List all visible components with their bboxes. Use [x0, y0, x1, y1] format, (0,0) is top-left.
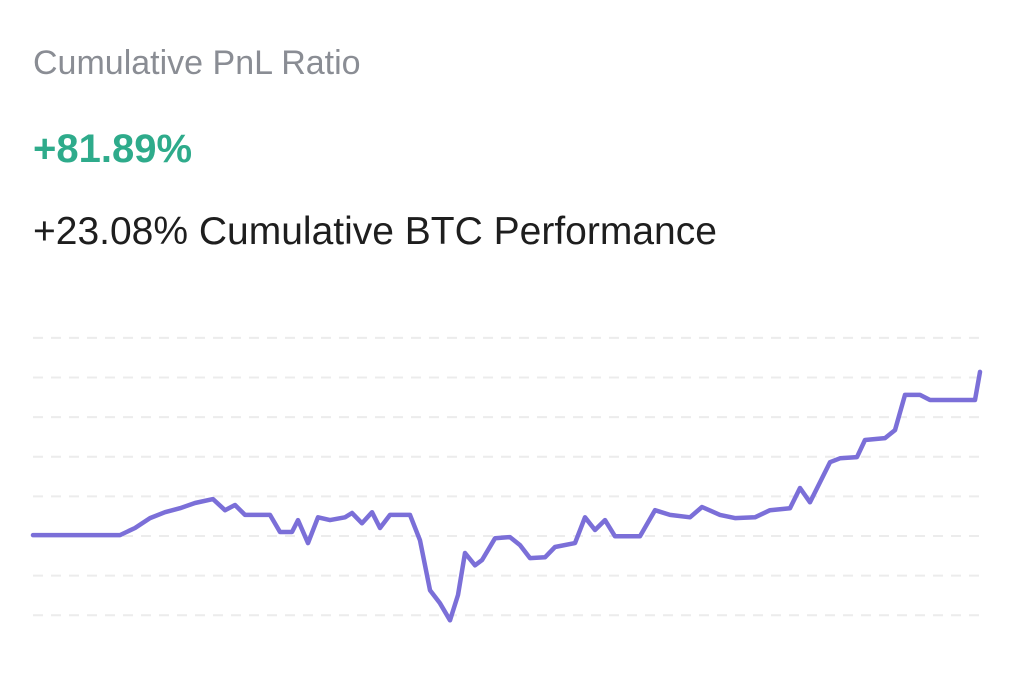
title: Cumulative PnL Ratio [33, 44, 361, 82]
pnl-value: +81.89% [33, 127, 192, 171]
pnl-line [30, 369, 983, 623]
btc-performance: +23.08% Cumulative BTC Performance [33, 210, 717, 253]
